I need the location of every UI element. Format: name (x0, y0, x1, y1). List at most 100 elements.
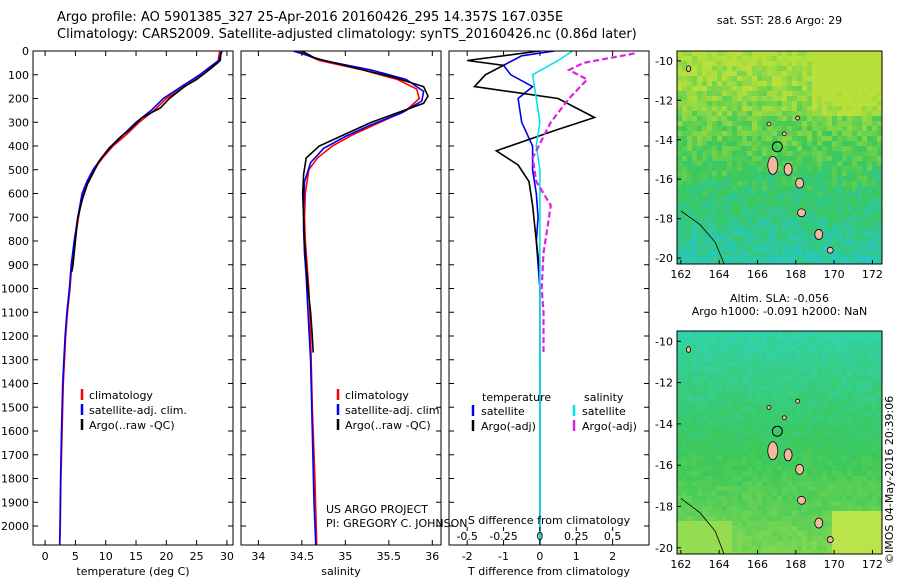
map-cell (692, 111, 698, 117)
map-cell (872, 416, 878, 422)
map-cell (862, 516, 868, 522)
map-cell (687, 246, 693, 252)
map-cell (737, 521, 743, 527)
map-cell (677, 481, 683, 487)
map-cell (747, 201, 753, 207)
map-cell (827, 111, 833, 117)
map-cell (692, 101, 698, 107)
map-cell (697, 101, 703, 107)
map-cell (707, 506, 713, 512)
map-cell (772, 236, 778, 242)
map-cell (722, 531, 728, 537)
map-cell (712, 111, 718, 117)
map-cell (817, 356, 823, 362)
map-cell (717, 201, 723, 207)
map-cell (722, 146, 728, 152)
map-cell (792, 76, 798, 82)
map-cell (857, 91, 863, 97)
map-cell (842, 546, 848, 552)
map-cell (857, 111, 863, 117)
map-cell (872, 476, 878, 482)
map-cell (867, 191, 873, 197)
map-cell (827, 446, 833, 452)
map-cell (877, 151, 882, 157)
map-cell (697, 76, 703, 82)
map-cell (712, 171, 718, 177)
map-cell (817, 421, 823, 427)
map-cell (687, 121, 693, 127)
map-cell (877, 176, 882, 182)
map-cell (857, 181, 863, 187)
map-cell (677, 446, 683, 452)
map-cell (757, 396, 763, 402)
map-cell (732, 146, 738, 152)
map-cell (862, 241, 868, 247)
map-cell (717, 221, 723, 227)
map-cell (837, 456, 843, 462)
map-cell (712, 346, 718, 352)
map-cell (687, 536, 693, 542)
map-cell (717, 126, 723, 132)
map-cell (752, 551, 758, 554)
map-cell (722, 151, 728, 157)
map-cell (687, 171, 693, 177)
map-cell (707, 211, 713, 217)
map-cell (822, 481, 828, 487)
map-cell (837, 76, 843, 82)
map-cell (722, 446, 728, 452)
map-cell (742, 431, 748, 437)
legend-header-temperature: temperature (482, 391, 551, 404)
map-cell (867, 176, 873, 182)
map-cell (842, 351, 848, 357)
map-cell (712, 186, 718, 192)
map-lat-label: -12 (655, 94, 673, 107)
map-cell (697, 156, 703, 162)
map-cell (697, 411, 703, 417)
map-cell (742, 346, 748, 352)
map-cell (832, 476, 838, 482)
map-cell (837, 61, 843, 67)
map-cell (747, 236, 753, 242)
map-cell (877, 431, 882, 437)
map-cell (737, 256, 743, 262)
map-cell (792, 336, 798, 342)
map-cell (867, 221, 873, 227)
map-cell (842, 86, 848, 92)
map-cell (782, 246, 788, 252)
map-cell (837, 166, 843, 172)
map-cell (812, 496, 818, 502)
map-cell (692, 221, 698, 227)
map-cell (872, 521, 878, 527)
map-cell (712, 336, 718, 342)
map-cell (677, 146, 683, 152)
map-cell (707, 141, 713, 147)
map-cell (782, 171, 788, 177)
map-cell (712, 391, 718, 397)
map-cell (772, 61, 778, 67)
map-cell (722, 486, 728, 492)
map-cell (717, 451, 723, 457)
map-cell (822, 56, 828, 62)
map-cell (767, 141, 773, 147)
legend-label: climatology (345, 389, 409, 402)
map-cell (757, 121, 763, 127)
map-cell (867, 76, 873, 82)
map-cell (852, 216, 858, 222)
map-cell (682, 151, 688, 157)
map-cell (872, 121, 878, 127)
map-cell (732, 66, 738, 72)
y-tick-label: 1100 (1, 306, 29, 319)
map-cell (707, 456, 713, 462)
map-cell (822, 431, 828, 437)
map-cell (687, 156, 693, 162)
map-cell (767, 261, 773, 264)
map-cell (762, 506, 768, 512)
map-cell (877, 146, 882, 152)
map-cell (782, 531, 788, 537)
map-cell (702, 431, 708, 437)
map-cell (697, 531, 703, 537)
map-cell (702, 371, 708, 377)
map-cell (792, 496, 798, 502)
map-cell (747, 106, 753, 112)
map-cell (757, 361, 763, 367)
